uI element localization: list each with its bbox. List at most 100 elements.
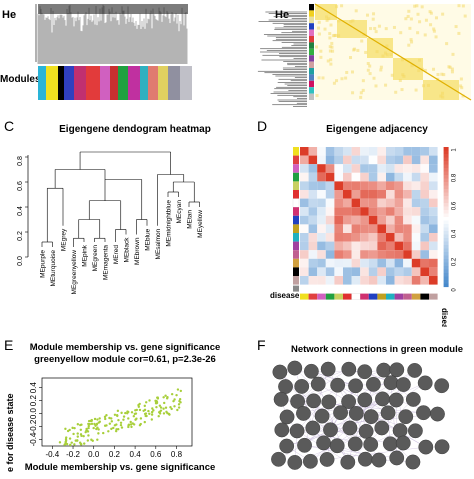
panel-d-scale-step (444, 270, 449, 274)
panel-f-node (280, 410, 294, 424)
panel-b-speck (369, 72, 372, 75)
panel-d-scale-step (444, 263, 449, 267)
panel-d-cell (377, 276, 386, 285)
panel-e-point (121, 426, 123, 428)
panel-e-point (116, 414, 118, 416)
panel-d-cell (395, 207, 404, 216)
panel-d-cell (369, 250, 378, 259)
panel-f-node (375, 392, 389, 406)
panel-d-row-color-6 (293, 199, 299, 208)
panel-e-point (117, 428, 119, 430)
panel-d-scale-step (444, 207, 449, 211)
panel-d-cell (309, 259, 318, 268)
panel-b-speck (321, 76, 324, 79)
panel-d-cell (429, 267, 438, 276)
panel-f-node (290, 424, 304, 438)
panel-d-cell (369, 181, 378, 190)
panel-d-cell (420, 181, 429, 190)
panel-c-leaf-label: MEtan (187, 210, 194, 229)
panel-e-point (124, 412, 126, 414)
panel-d-scale-step (444, 161, 449, 165)
panel-f-node (419, 440, 433, 454)
panel-d-row-color-1 (293, 156, 299, 165)
panel-d-scale-step (444, 221, 449, 225)
panel-e-point (87, 434, 89, 436)
panel-d-cell (326, 181, 335, 190)
panel-e-point (137, 404, 139, 406)
panel-d-scale-step (444, 284, 449, 288)
panel-f-node (396, 377, 410, 391)
panel-d-color-scale: 10.80.60.40.20 (444, 147, 458, 292)
panel-d-cell (352, 250, 361, 259)
panel-d-cell (334, 216, 343, 225)
panel-e-point (151, 418, 153, 420)
panel-e-point (77, 423, 79, 425)
panel-f-letter: F (257, 337, 266, 353)
panel-b-speck (318, 76, 321, 79)
panel-d-col-color-12 (403, 294, 412, 300)
panel-d-cell (317, 156, 326, 165)
panel-d-cell (386, 216, 395, 225)
panel-c-leaf-label: MEblue (145, 228, 152, 250)
panel-d-cell (377, 173, 386, 182)
panel-b-speck (462, 4, 465, 7)
panel-a-module-9 (128, 66, 140, 100)
panel-d-scale-step (444, 151, 449, 155)
panel-d-cell (343, 190, 352, 199)
panel-d-cell (420, 156, 429, 165)
panel-b-speck (334, 34, 337, 37)
panel-d-cell (403, 190, 412, 199)
panel-d-cell (326, 207, 335, 216)
panel-f-node (271, 452, 285, 466)
panel-e-point (120, 422, 122, 424)
panel-b-speck (335, 79, 338, 82)
panel-b-speck (372, 12, 375, 15)
panel-d-cell (352, 190, 361, 199)
panel-d-row-color-11 (293, 242, 299, 251)
panel-d-scale-step (444, 189, 449, 193)
panel-e-point (148, 399, 150, 401)
panel-e-point (68, 429, 70, 431)
panel-b-speck (457, 4, 460, 7)
panel-e-point (63, 444, 65, 446)
panel-d-cell (420, 259, 429, 268)
panel-d-cell (377, 181, 386, 190)
panel-d-cell (377, 259, 386, 268)
panel-b-speck (384, 84, 387, 87)
panel-b-speck (362, 79, 365, 82)
panel-b-speck (451, 70, 454, 73)
panel-d-cell (429, 190, 438, 199)
panel-e-point (175, 394, 177, 396)
panel-e-xtick-label: 0.6 (150, 450, 162, 459)
panel-b-speck (432, 68, 435, 71)
panel-d-cell (343, 276, 352, 285)
panel-d-scale-label: 0.8 (452, 173, 458, 182)
panel-c-leaf-label: MEgreenyellow (71, 250, 78, 295)
panel-a-module-colors (38, 66, 192, 100)
panel-b-speck (341, 77, 344, 80)
panel-d-cell (343, 207, 352, 216)
panel-e-point (98, 421, 100, 423)
panel-f-node (393, 423, 407, 437)
panel-d-cell (360, 250, 369, 259)
panel-b-speck (401, 88, 404, 91)
panel-d-scale-label: 0.2 (452, 257, 458, 266)
panel-f-node (407, 363, 421, 377)
panel-d-scale-step (444, 242, 449, 246)
panel-f-node (396, 436, 410, 450)
panel-d-cell (309, 242, 318, 251)
panel-d-cell (369, 267, 378, 276)
panel-b-speck (430, 12, 433, 15)
panel-c-ytick-label: 0.0 (17, 256, 24, 266)
panel-b-speck (333, 82, 336, 85)
panel-d-row-color-3 (293, 173, 299, 182)
panel-d-cell (429, 233, 438, 242)
panel-c-leaf-label: MEmidnightblue (166, 200, 173, 247)
panel-b-speck (460, 77, 463, 80)
panel-b-speck (418, 20, 421, 23)
panel-c-letter: C (4, 118, 14, 134)
panel-f-node (372, 453, 386, 467)
panel-d-cell (360, 199, 369, 208)
panel-b-speck (317, 27, 320, 30)
panel-f-node (323, 423, 337, 437)
